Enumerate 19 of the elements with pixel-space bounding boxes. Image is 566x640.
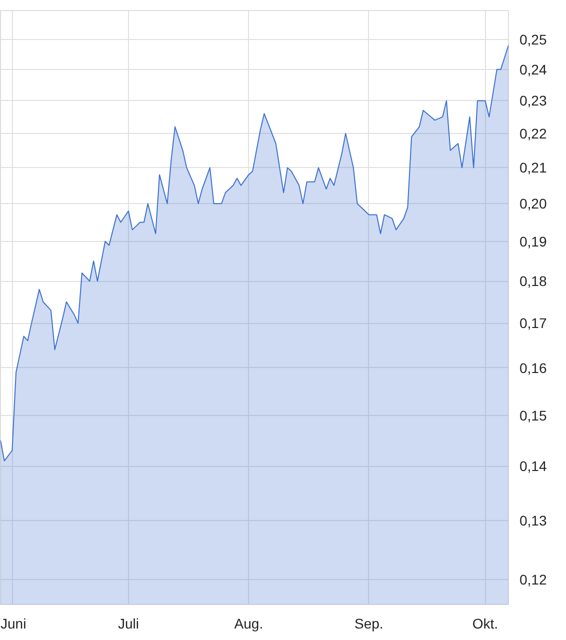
y-tick-label: 0,13 (520, 512, 547, 529)
x-tick-label: Juli (118, 616, 139, 632)
x-tick-label: Sep. (354, 616, 384, 632)
y-tick-label: 0,17 (520, 315, 547, 332)
x-tick-label: Aug. (234, 616, 264, 632)
y-tick-label: 0,18 (520, 273, 547, 290)
y-tick-label: 0,24 (520, 61, 547, 78)
y-tick-label: 0,14 (520, 458, 547, 474)
y-tick-label: 0,16 (520, 360, 547, 376)
y-tick-label: 0,23 (520, 92, 547, 109)
y-tick-label: 0,20 (520, 196, 547, 212)
y-tick-label: 0,22 (520, 125, 547, 142)
x-tick-label: Juni (0, 616, 26, 632)
y-tick-label: 0,12 (520, 572, 547, 588)
y-tick-label: 0,21 (520, 160, 547, 176)
x-tick-label: Okt. (472, 616, 498, 632)
y-tick-label: 0,25 (520, 31, 547, 48)
y-tick-label: 0,19 (520, 233, 547, 250)
y-tick-label: 0,15 (520, 407, 547, 424)
